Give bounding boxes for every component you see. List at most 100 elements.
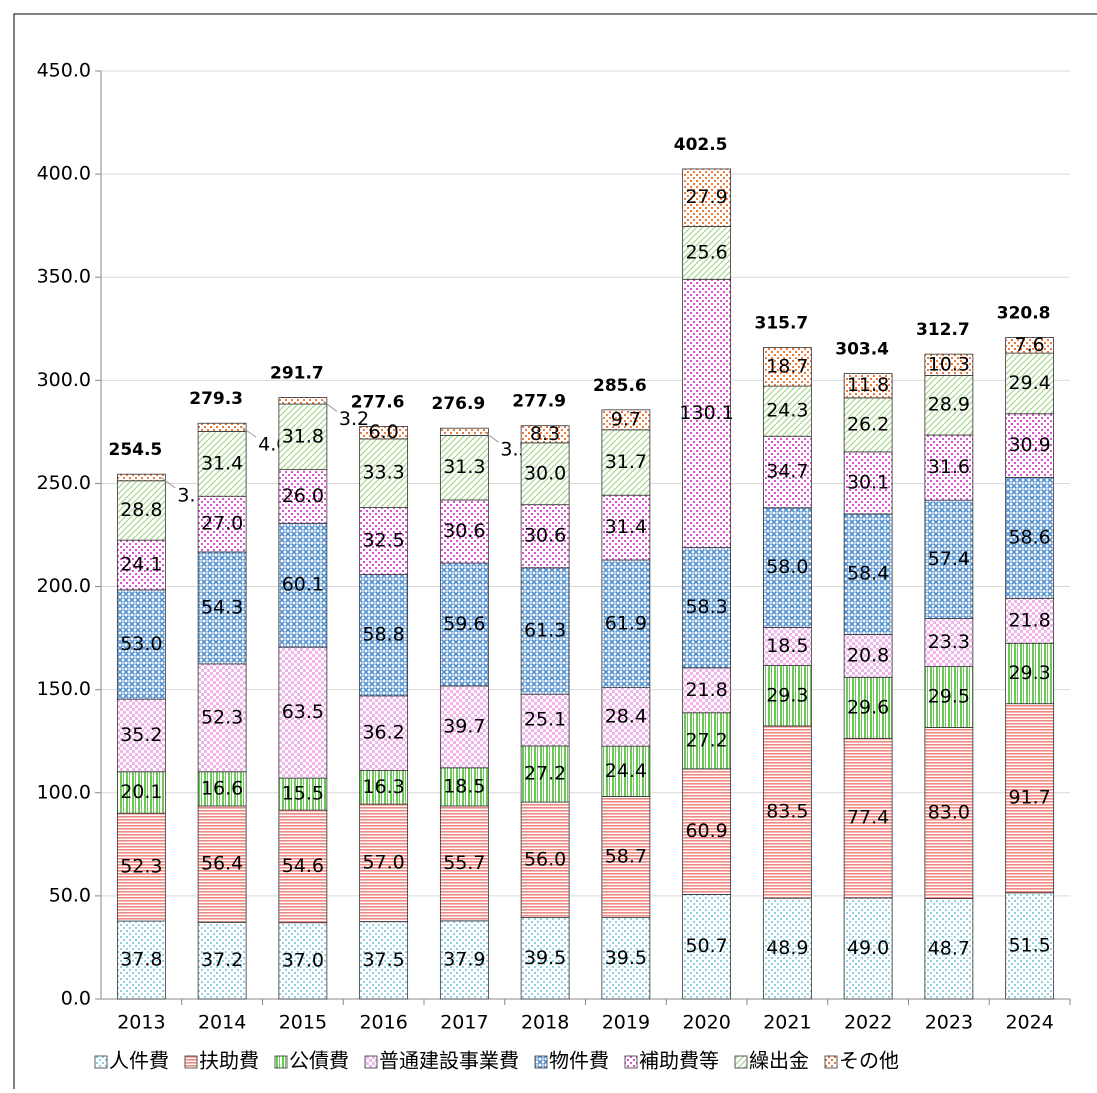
y-tick-label: 200.0 [37, 575, 91, 597]
data-label: 30.1 [847, 471, 889, 493]
bar-segment [278, 809, 328, 924]
bar-segment [116, 812, 166, 922]
bar-segment [359, 921, 409, 1000]
total-label: 277.6 [351, 393, 405, 413]
y-tick-label: 150.0 [37, 678, 91, 700]
bar-segment [682, 168, 732, 227]
data-label: 30.9 [1008, 434, 1050, 456]
data-label: 21.8 [685, 679, 727, 701]
bar-segment [682, 768, 732, 895]
data-label: 83.0 [928, 801, 970, 823]
data-label: 53.0 [120, 633, 162, 655]
legend-label: 物件費 [549, 1049, 609, 1073]
total-label: 291.7 [270, 363, 324, 383]
data-label: 24.3 [766, 400, 808, 422]
total-label: 254.5 [108, 440, 162, 460]
data-label: 32.5 [362, 530, 404, 552]
y-tick-label: 300.0 [37, 369, 91, 391]
bar-segment [116, 473, 166, 482]
bar-segment [682, 278, 732, 548]
data-label: 58.7 [605, 846, 647, 868]
legend-label: 公債費 [289, 1049, 349, 1073]
chart-frame [13, 13, 1097, 1093]
bar-segment [116, 480, 166, 541]
data-label: 29.4 [1008, 372, 1050, 394]
data-label: 20.1 [120, 781, 162, 803]
x-tick-label: 2023 [925, 1012, 973, 1034]
bar-segment [762, 665, 812, 727]
bar-segment [682, 547, 732, 669]
data-label: 51.5 [1008, 934, 1050, 956]
data-label: 28.9 [928, 394, 970, 416]
legend-swatch [94, 1055, 108, 1069]
bar-segment [197, 551, 247, 665]
data-label: 28.8 [120, 499, 162, 521]
data-label: 58.6 [1008, 526, 1050, 548]
bar-segment [1005, 352, 1055, 415]
legend-label: 普通建設事業費 [379, 1049, 519, 1073]
legend-swatch [734, 1055, 748, 1069]
data-label: 58.8 [362, 624, 404, 646]
data-label: 37.9 [443, 948, 485, 970]
bar-segment [439, 805, 489, 922]
bar-segment [601, 917, 651, 1000]
data-label: 23.3 [928, 631, 970, 653]
x-tick-label: 2014 [198, 1012, 246, 1034]
bar-segment [116, 771, 166, 814]
bar-segment [601, 409, 651, 431]
data-label: 29.3 [766, 684, 808, 706]
y-tick-label: 50.0 [49, 884, 91, 906]
bar-segment [359, 507, 409, 575]
x-tick-label: 2018 [521, 1012, 569, 1034]
data-label: 77.4 [847, 807, 889, 829]
bar-segment [439, 767, 489, 807]
bar-segment [520, 693, 570, 747]
data-label: 39.5 [524, 947, 566, 969]
data-label: 55.7 [443, 852, 485, 874]
data-label: 48.7 [928, 937, 970, 959]
bar-segment [762, 626, 812, 666]
x-tick-label: 2020 [682, 1012, 730, 1034]
total-label: 276.9 [431, 394, 485, 414]
leader-line [241, 426, 257, 438]
bar-segment [682, 226, 732, 280]
data-label: 31.4 [605, 516, 647, 538]
bar-segment [197, 495, 247, 553]
data-label: 31.3 [443, 456, 485, 478]
data-label: 48.9 [766, 937, 808, 959]
x-tick-label: 2015 [279, 1012, 327, 1034]
bar-segment [1005, 413, 1055, 478]
bar-segment [1005, 642, 1055, 705]
x-tick-label: 2017 [440, 1012, 488, 1034]
bar-segment [359, 426, 409, 440]
bar-segment [278, 777, 328, 811]
bar-segment [601, 796, 651, 918]
data-label: 36.2 [362, 722, 404, 744]
bar-segment [924, 727, 974, 899]
bar-segment [762, 385, 812, 437]
bar-segment [439, 499, 489, 564]
data-label: 27.9 [685, 186, 727, 208]
leader-line [322, 400, 338, 412]
data-label: 26.0 [282, 485, 324, 507]
bar-segment [520, 504, 570, 569]
data-label: 26.2 [847, 413, 889, 435]
data-label: 15.5 [282, 783, 324, 805]
data-label: 60.1 [282, 574, 324, 596]
data-label: 21.8 [1008, 609, 1050, 631]
bar-segment [359, 770, 409, 805]
data-label: 30.6 [443, 520, 485, 542]
data-label: 61.9 [605, 612, 647, 634]
data-label: 8.3 [530, 423, 560, 445]
bar-segment [1005, 337, 1055, 354]
data-label: 54.3 [201, 596, 243, 618]
y-tick-label: 100.0 [37, 781, 91, 803]
bar-segment [439, 920, 489, 1000]
data-label: 58.4 [847, 563, 889, 585]
bar-segment [278, 403, 328, 471]
bar-segment [762, 435, 812, 509]
x-tick-label: 2016 [359, 1012, 407, 1034]
data-label: 37.8 [120, 949, 162, 971]
leader-line [484, 431, 499, 443]
